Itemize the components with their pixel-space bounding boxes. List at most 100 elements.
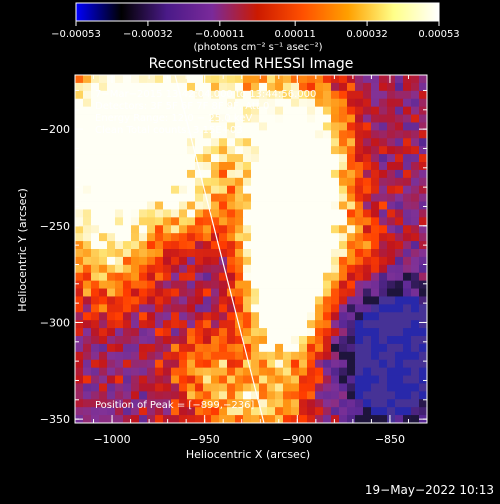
- heatmap-cell: [275, 328, 284, 337]
- heatmap-cell: [163, 320, 172, 329]
- heatmap-cell: [411, 359, 420, 369]
- heatmap-cell: [331, 256, 340, 266]
- heatmap-cell: [147, 185, 156, 195]
- heatmap-cell: [235, 146, 244, 155]
- heatmap-cell: [99, 241, 108, 250]
- heatmap-cell: [323, 154, 332, 163]
- heatmap-cell: [211, 328, 220, 337]
- heatmap-cell: [339, 138, 348, 147]
- heatmap-cell: [235, 375, 244, 384]
- heatmap-cell: [323, 296, 332, 305]
- heatmap-cell: [163, 312, 172, 321]
- heatmap-cell: [219, 233, 228, 242]
- heatmap-cell: [299, 225, 308, 234]
- heatmap-cell: [251, 415, 260, 424]
- heatmap-cell: [267, 280, 276, 289]
- heatmap-cell: [75, 375, 84, 384]
- heatmap-cell: [259, 320, 268, 329]
- heatmap-cell: [411, 201, 420, 210]
- heatmap-cell: [363, 122, 372, 131]
- heatmap-cell: [187, 98, 196, 108]
- heatmap-cell: [171, 209, 180, 218]
- heatmap-cell: [219, 82, 228, 92]
- heatmap-cell: [259, 106, 268, 115]
- heatmap-cell: [219, 193, 228, 202]
- heatmap-cell: [91, 296, 100, 305]
- heatmap-cell: [323, 383, 332, 392]
- heatmap-cell: [115, 185, 124, 195]
- heatmap-cell: [411, 185, 420, 195]
- heatmap-cell: [331, 320, 340, 329]
- heatmap-cell: [155, 75, 164, 84]
- heatmap-cell: [99, 312, 108, 321]
- heatmap-cell: [75, 328, 84, 337]
- heatmap-cell: [139, 114, 148, 123]
- heatmap-cell: [163, 241, 172, 250]
- heatmap-cell: [227, 106, 236, 115]
- heatmap-cell: [147, 256, 156, 266]
- heatmap-cell: [139, 138, 148, 147]
- heatmap-cell: [115, 217, 124, 226]
- heatmap-cell: [75, 177, 84, 187]
- heatmap-cell: [387, 391, 396, 400]
- heatmap-cell: [75, 272, 84, 282]
- heatmap-cell: [187, 193, 196, 202]
- heatmap-cell: [99, 407, 108, 416]
- heatmap-cell: [355, 209, 364, 218]
- heatmap-cell: [211, 264, 220, 274]
- heatmap-cell: [83, 264, 92, 274]
- heatmap-cell: [99, 351, 108, 361]
- heatmap-cell: [243, 264, 252, 274]
- heatmap-cell: [331, 193, 340, 202]
- heatmap-cell: [299, 185, 308, 195]
- heatmap-cell: [395, 383, 404, 392]
- heatmap-cell: [355, 217, 364, 226]
- heatmap-cell: [243, 90, 252, 100]
- heatmap-cell: [331, 280, 340, 289]
- heatmap-cell: [347, 201, 356, 210]
- heatmap-cell: [115, 249, 124, 258]
- heatmap-cell: [131, 256, 140, 266]
- heatmap-cell: [91, 169, 100, 179]
- heatmap-cell: [371, 138, 380, 147]
- heatmap-cell: [419, 312, 428, 321]
- heatmap-cell: [203, 264, 212, 274]
- heatmap-cell: [355, 407, 364, 416]
- heatmap-cell: [259, 272, 268, 282]
- heatmap-cell: [331, 288, 340, 297]
- heatmap-cell: [299, 328, 308, 337]
- heatmap-cell: [347, 130, 356, 139]
- heatmap-cell: [395, 169, 404, 179]
- heatmap-cell: [171, 367, 180, 376]
- heatmap-cell: [83, 249, 92, 258]
- heatmap-cell: [387, 177, 396, 187]
- heatmap-cell: [283, 82, 292, 92]
- heatmap-cell: [411, 130, 420, 139]
- heatmap-cell: [219, 75, 228, 84]
- heatmap-cell: [267, 336, 276, 345]
- heatmap-cell: [355, 82, 364, 92]
- heatmap-cell: [115, 75, 124, 84]
- heatmap-cell: [211, 304, 220, 313]
- heatmap-cell: [91, 75, 100, 84]
- heatmap-cell: [259, 359, 268, 369]
- heatmap-cell: [235, 90, 244, 100]
- heatmap-cell: [171, 407, 180, 416]
- heatmap-cell: [315, 98, 324, 108]
- heatmap-cell: [259, 288, 268, 297]
- heatmap-cell: [211, 343, 220, 353]
- heatmap-cell: [235, 193, 244, 202]
- heatmap-cell: [83, 193, 92, 202]
- heatmap-cell: [275, 201, 284, 210]
- heatmap-cell: [403, 241, 412, 250]
- heatmap-cell: [91, 375, 100, 384]
- heatmap-cell: [195, 351, 204, 361]
- heatmap-cell: [395, 249, 404, 258]
- heatmap-cell: [259, 296, 268, 305]
- heatmap-cell: [131, 264, 140, 274]
- heatmap-cell: [227, 90, 236, 100]
- heatmap-cell: [379, 177, 388, 187]
- heatmap-cell: [203, 146, 212, 155]
- heatmap-cell: [243, 296, 252, 305]
